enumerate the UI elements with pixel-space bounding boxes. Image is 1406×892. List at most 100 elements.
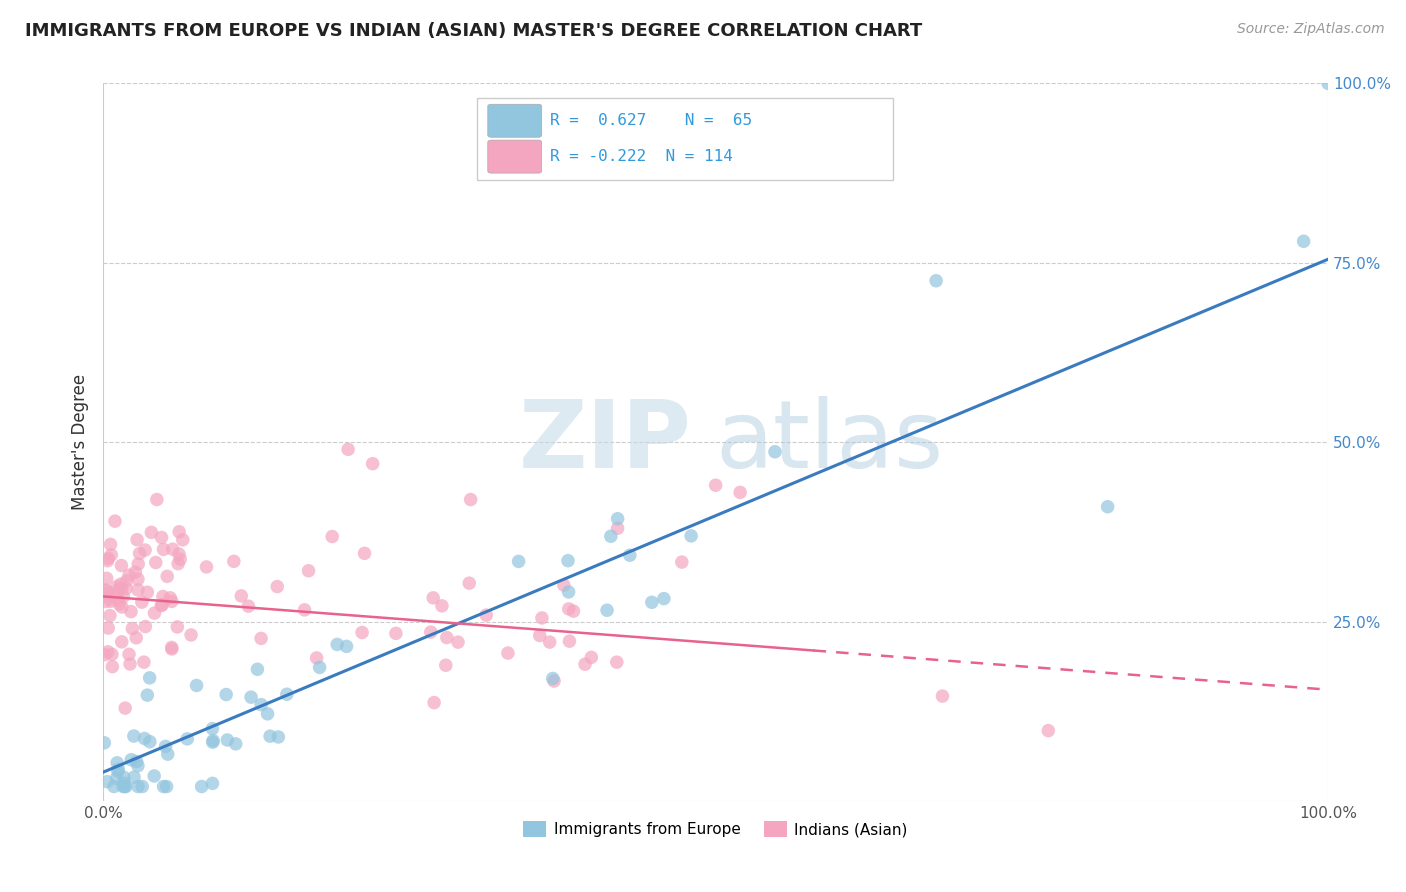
Point [160, 642, 183, 657]
Point [128, 547, 150, 561]
Point [127, 582, 149, 597]
Point [96, 583, 118, 598]
Point [574, 657, 596, 672]
Point [101, 648, 124, 662]
Point [127, 557, 149, 571]
Point [641, 595, 664, 609]
Point [139, 734, 162, 748]
Point [152, 590, 174, 604]
Point [671, 555, 693, 569]
Point [434, 658, 457, 673]
Point [134, 543, 156, 558]
Point [107, 764, 129, 779]
Point [931, 689, 953, 703]
Point [240, 690, 263, 705]
Point [159, 591, 181, 605]
Point [132, 655, 155, 669]
Point [606, 655, 628, 669]
Text: Source: ZipAtlas.com: Source: ZipAtlas.com [1237, 22, 1385, 37]
Point [297, 564, 319, 578]
Point [496, 646, 519, 660]
Point [166, 620, 188, 634]
FancyBboxPatch shape [477, 98, 893, 180]
Point [110, 558, 132, 573]
Point [1097, 500, 1119, 514]
Point [276, 687, 298, 701]
Point [111, 600, 134, 615]
Point [728, 485, 751, 500]
Point [925, 274, 948, 288]
Point [606, 512, 628, 526]
Point [606, 521, 628, 535]
Point [96, 571, 118, 585]
Point [134, 731, 156, 746]
Point [112, 590, 135, 604]
Point [152, 542, 174, 557]
Point [308, 660, 330, 674]
Point [201, 735, 224, 749]
Point [103, 780, 125, 794]
Point [112, 780, 135, 794]
Point [152, 780, 174, 794]
Text: R = -0.222  N = 114: R = -0.222 N = 114 [550, 149, 733, 164]
Point [96, 774, 118, 789]
Point [231, 589, 253, 603]
Point [156, 569, 179, 583]
Point [100, 548, 122, 562]
Point [422, 591, 444, 605]
Point [250, 698, 273, 712]
Point [217, 733, 239, 747]
Point [156, 747, 179, 761]
Point [98, 608, 121, 623]
Point [553, 578, 575, 592]
Point [1317, 77, 1340, 91]
Point [125, 755, 148, 769]
Point [111, 635, 134, 649]
Point [104, 514, 127, 528]
Point [121, 622, 143, 636]
Point [100, 537, 122, 551]
Point [101, 659, 124, 673]
Point [543, 673, 565, 688]
Point [215, 688, 238, 702]
Point [150, 531, 173, 545]
Point [136, 688, 159, 702]
Point [201, 776, 224, 790]
Point [305, 651, 328, 665]
Point [97, 551, 120, 566]
Point [596, 603, 619, 617]
Point [259, 729, 281, 743]
Text: atlas: atlas [716, 396, 943, 488]
Point [321, 530, 343, 544]
Point [337, 442, 360, 457]
Legend: Immigrants from Europe, Indians (Asian): Immigrants from Europe, Indians (Asian) [517, 815, 914, 844]
Point [195, 560, 218, 574]
Point [107, 762, 129, 776]
Point [110, 577, 132, 591]
Point [131, 595, 153, 609]
Point [169, 552, 191, 566]
Point [266, 580, 288, 594]
Point [125, 631, 148, 645]
Text: ZIP: ZIP [519, 396, 692, 488]
Point [97, 586, 120, 600]
Point [120, 753, 142, 767]
Point [122, 729, 145, 743]
Point [105, 772, 128, 786]
Point [124, 566, 146, 580]
Point [160, 640, 183, 655]
Point [167, 547, 190, 561]
Point [131, 780, 153, 794]
Point [557, 554, 579, 568]
Point [118, 657, 141, 671]
Point [114, 780, 136, 794]
Point [201, 722, 224, 736]
Point [1292, 234, 1315, 248]
Point [155, 780, 177, 794]
Point [186, 678, 208, 692]
Point [447, 635, 470, 649]
Y-axis label: Master's Degree: Master's Degree [72, 374, 89, 510]
Point [458, 576, 481, 591]
Point [94, 582, 117, 597]
Point [112, 776, 135, 790]
